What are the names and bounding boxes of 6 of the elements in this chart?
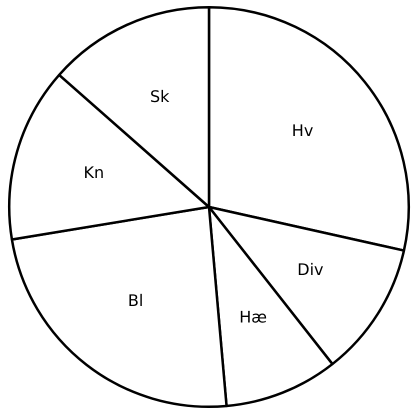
slice-label: Hæ: [239, 308, 267, 327]
slice-label: Hv: [292, 121, 314, 140]
slice-label: Sk: [150, 86, 170, 106]
slice-label: Kn: [83, 163, 104, 182]
slice-label: Bl: [128, 290, 144, 310]
slice-label: Div: [297, 260, 324, 280]
